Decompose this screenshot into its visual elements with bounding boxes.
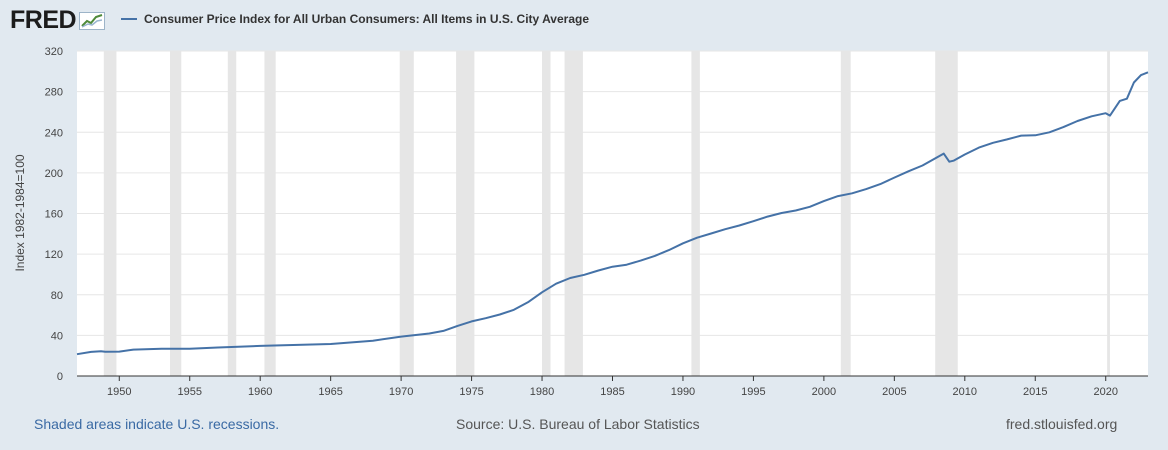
y-tick-240: 240 — [45, 127, 63, 139]
y-tick-0: 0 — [57, 371, 63, 383]
x-tick-1965: 1965 — [318, 386, 342, 398]
x-tick-1985: 1985 — [600, 386, 624, 398]
y-tick-120: 120 — [45, 249, 63, 261]
site-link[interactable]: fred.stlouisfed.org — [1006, 416, 1118, 432]
x-tick-1955: 1955 — [177, 386, 201, 398]
x-tick-1960: 1960 — [248, 386, 272, 398]
x-tick-1995: 1995 — [741, 386, 765, 398]
y-axis-title: Index 1982-1984=100 — [13, 154, 27, 271]
x-tick-1970: 1970 — [389, 386, 413, 398]
y-tick-80: 80 — [51, 290, 63, 302]
chart-legend: Consumer Price Index for All Urban Consu… — [121, 12, 589, 26]
x-tick-1950: 1950 — [107, 386, 131, 398]
cpi-line-chart: 0 40 80 120 160 200 240 280 320 1950 1955 1960 1965… — [13, 46, 1149, 398]
fred-logo[interactable]: FRED — [10, 6, 106, 35]
y-tick-320: 320 — [45, 46, 63, 58]
legend-swatch — [121, 18, 137, 20]
x-tick-labels: 1950 1955 1960 1965 1970 1975 1980 1985 1990 1995… — [107, 376, 1118, 398]
legend-label: Consumer Price Index for All Urban Consu… — [144, 12, 589, 26]
y-tick-160: 160 — [45, 209, 63, 221]
y-tick-200: 200 — [45, 168, 63, 180]
x-tick-2000: 2000 — [812, 386, 836, 398]
x-tick-2015: 2015 — [1023, 386, 1047, 398]
y-tick-40: 40 — [51, 330, 63, 342]
x-tick-1975: 1975 — [459, 386, 483, 398]
x-tick-2020: 2020 — [1093, 386, 1117, 398]
x-tick-1980: 1980 — [530, 386, 554, 398]
cpi-series-line — [76, 71, 1149, 356]
y-gridlines — [77, 50, 1148, 336]
y-tick-280: 280 — [45, 87, 63, 99]
y-tick-labels: 0 40 80 120 160 200 240 280 320 — [45, 46, 63, 383]
x-tick-2005: 2005 — [882, 386, 906, 398]
source-text: Source: U.S. Bureau of Labor Statistics — [456, 416, 700, 432]
logo-text: FRED — [10, 6, 77, 34]
x-tick-2010: 2010 — [953, 386, 977, 398]
trend-graph-icon — [79, 11, 106, 30]
recession-note[interactable]: Shaded areas indicate U.S. recessions. — [34, 416, 280, 432]
x-tick-1990: 1990 — [671, 386, 695, 398]
